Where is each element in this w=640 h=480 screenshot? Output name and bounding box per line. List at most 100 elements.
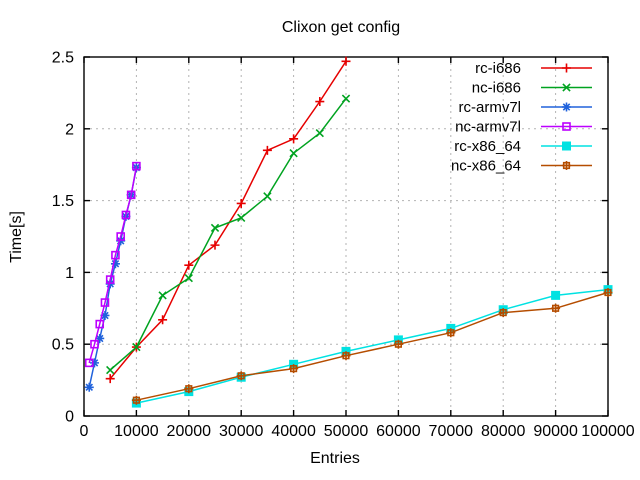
x-tick-label: 90000 xyxy=(533,423,578,440)
series-line xyxy=(109,60,347,380)
legend-entry-nc-armv7l: nc-armv7l xyxy=(455,119,592,136)
data-point-marker-square-open xyxy=(84,358,94,368)
data-point-marker-square-open xyxy=(126,190,136,200)
series-layer xyxy=(84,56,613,408)
data-point-marker-cross xyxy=(289,149,298,158)
data-point-marker-square-open xyxy=(111,250,120,260)
data-point-marker-asterisk xyxy=(95,333,105,343)
data-point-marker-square-plus xyxy=(131,395,141,405)
data-point-marker-cross xyxy=(315,128,324,138)
data-point-marker-square-plus xyxy=(562,161,571,170)
legend-label: nc-armv7l xyxy=(455,119,521,136)
series-line xyxy=(136,291,609,401)
data-point-marker-asterisk xyxy=(116,236,126,246)
series-rc-i686 xyxy=(105,56,351,384)
x-axis-label: Entries xyxy=(310,450,360,467)
y-tick-label: 2 xyxy=(65,121,74,138)
data-point-marker-square-filled xyxy=(562,141,571,151)
data-point-marker-plus xyxy=(236,198,246,208)
plot-border xyxy=(83,56,609,417)
data-point-marker-asterisk xyxy=(84,382,94,392)
data-point-marker-plus xyxy=(210,240,220,250)
x-tick-label: 10000 xyxy=(114,423,159,440)
data-point-marker-cross xyxy=(341,94,351,103)
series-line xyxy=(88,165,138,364)
data-point-marker-plus xyxy=(315,97,325,107)
data-point-marker-plus xyxy=(262,145,272,155)
data-point-marker-square-open xyxy=(121,210,131,220)
y-tick-label: 0 xyxy=(65,409,74,426)
data-point-marker-cross xyxy=(158,291,167,300)
y-tick-label: 2.5 xyxy=(52,50,74,67)
legend-label: rc-armv7l xyxy=(459,99,522,116)
series-nc-i686 xyxy=(106,94,351,375)
data-point-marker-square-plus xyxy=(498,308,508,318)
data-point-marker-plus xyxy=(105,374,115,384)
data-point-marker-asterisk xyxy=(110,259,120,269)
data-point-marker-square-open xyxy=(105,275,115,284)
legend-label: rc-i686 xyxy=(475,60,521,77)
series-line xyxy=(109,98,347,371)
legend-entry-nc-i686: nc-i686 xyxy=(472,80,592,97)
data-point-marker-square-open xyxy=(116,232,125,241)
data-point-marker-square-open xyxy=(562,122,571,131)
data-point-marker-square-plus xyxy=(446,328,456,338)
legend: rc-i686 nc-i686 rc-armv7l nc-armv7l rc-x86_6… xyxy=(451,60,592,175)
data-point-marker-square-plus xyxy=(551,303,561,313)
legend-label: nc-i686 xyxy=(472,80,521,97)
x-tick-label: 50000 xyxy=(324,423,369,440)
grid-layer xyxy=(84,57,608,416)
data-point-marker-square-open xyxy=(95,319,105,329)
x-tick-label: 20000 xyxy=(167,423,212,440)
data-point-marker-square-plus xyxy=(393,339,403,349)
x-tick-label: 100000 xyxy=(581,423,634,440)
data-point-marker-cross xyxy=(562,83,571,92)
data-point-marker-square-plus xyxy=(236,371,246,381)
legend-label: rc-x86_64 xyxy=(454,138,521,155)
legend-entry-rc-armv7l: rc-armv7l xyxy=(459,99,592,116)
data-point-marker-asterisk xyxy=(562,102,571,112)
data-point-marker-cross xyxy=(237,213,246,222)
data-point-marker-cross xyxy=(106,365,115,375)
x-tick-label: 30000 xyxy=(219,423,264,440)
data-point-marker-square-filled xyxy=(551,290,561,300)
chart-title: Clixon get config xyxy=(282,19,400,36)
data-point-marker-plus xyxy=(562,63,571,73)
series-line xyxy=(136,288,609,404)
axis-layer: 0 10000 20000 30000 40000 50000 60000 70000 8000… xyxy=(52,50,635,441)
data-point-marker-square-plus xyxy=(184,384,194,394)
x-tick-label: 0 xyxy=(80,423,89,440)
series-nc-x86_64 xyxy=(131,288,613,405)
data-point-marker-plus xyxy=(158,315,168,325)
data-point-marker-asterisk xyxy=(100,310,110,320)
data-point-marker-cross xyxy=(210,223,220,233)
data-point-marker-square-open xyxy=(132,161,141,171)
data-point-marker-cross xyxy=(132,342,141,352)
data-point-marker-asterisk xyxy=(105,279,115,289)
series-rc-armv7l xyxy=(84,163,141,392)
data-point-marker-plus xyxy=(341,56,351,66)
legend-label: nc-x86_64 xyxy=(451,158,521,175)
legend-entry-rc-x86_64: rc-x86_64 xyxy=(454,138,592,155)
y-tick-label: 1 xyxy=(65,265,74,282)
data-point-marker-asterisk xyxy=(89,358,99,368)
data-point-marker-cross xyxy=(263,192,272,201)
data-point-marker-plus xyxy=(184,260,194,270)
data-point-marker-square-open xyxy=(90,339,99,349)
y-axis-label: Time[s] xyxy=(8,211,25,263)
x-tick-label: 40000 xyxy=(271,423,316,440)
series-nc-armv7l xyxy=(84,161,141,368)
data-point-marker-plus xyxy=(289,134,299,144)
data-point-marker-square-plus xyxy=(603,288,613,298)
data-point-marker-square-plus xyxy=(341,351,351,361)
x-tick-label: 70000 xyxy=(429,423,474,440)
y-tick-label: 0.5 xyxy=(52,337,74,354)
y-tick-label: 1.5 xyxy=(52,193,74,210)
legend-entry-rc-i686: rc-i686 xyxy=(475,60,592,77)
x-tick-label: 60000 xyxy=(376,423,421,440)
data-point-marker-cross xyxy=(184,273,193,283)
data-point-marker-square-open xyxy=(100,298,110,307)
x-tick-label: 80000 xyxy=(481,423,526,440)
